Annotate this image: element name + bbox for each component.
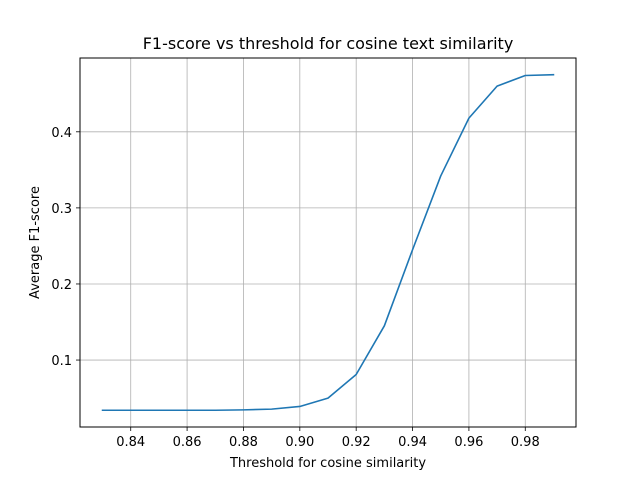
x-tick-label: 0.84 [116, 435, 145, 450]
x-tick-label: 0.86 [173, 435, 202, 450]
grid-lines [80, 58, 576, 427]
x-axis-label: Threshold for cosine similarity [229, 456, 426, 471]
y-tick-label: 0.4 [51, 126, 72, 141]
x-tick-label: 0.90 [285, 435, 314, 450]
series-line [101, 73, 555, 412]
y-axis-label: Average F1-score [28, 186, 43, 299]
x-tick-label: 0.94 [398, 435, 427, 450]
y-tick-label: 0.2 [51, 278, 72, 293]
y-tick-label: 0.3 [51, 202, 72, 217]
plot-frame [79, 57, 577, 428]
x-tick-label: 0.92 [342, 435, 371, 450]
series-layer [101, 73, 555, 412]
x-tick-label: 0.98 [511, 435, 540, 450]
x-tick-label: 0.88 [229, 435, 258, 450]
y-tick-label: 0.1 [51, 354, 72, 369]
tick-layer: 0.84 0.86 0.88 0.90 0.92 0.94 0.96 0.98 0.1 0.2 0.… [51, 126, 539, 450]
chart-title: F1-score vs threshold for cosine text si… [143, 34, 514, 53]
x-tick-label: 0.96 [454, 435, 483, 450]
